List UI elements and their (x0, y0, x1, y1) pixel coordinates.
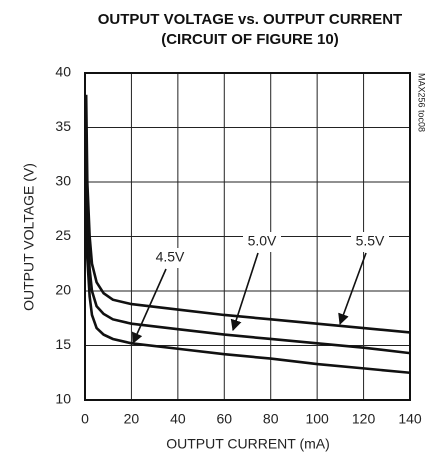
line-series (85, 203, 410, 375)
y-tick-label: 10 (55, 391, 71, 407)
x-tick-label: 120 (352, 411, 376, 427)
x-tick-label: 40 (170, 411, 186, 427)
callout-arrow (131, 268, 167, 345)
plot-frame (84, 72, 411, 401)
x-tick-label: 140 (398, 411, 422, 427)
callout-arrow (338, 252, 367, 326)
chart-title: (CIRCUIT OF FIGURE 10) (161, 31, 339, 48)
y-tick-label: 35 (55, 118, 71, 134)
label-bg (151, 248, 189, 268)
label-bg (243, 232, 281, 252)
y-tick-label: 30 (55, 173, 71, 189)
y-tick-label: 20 (55, 282, 71, 298)
line-series (85, 94, 410, 334)
y-axis-label: OUTPUT VOLTAGE (V) (21, 163, 37, 311)
x-axis-label: OUTPUT CURRENT (mA) (166, 436, 330, 452)
chart-title: OUTPUT VOLTAGE vs. OUTPUT CURRENT (98, 11, 402, 28)
x-tick-label: 80 (263, 411, 279, 427)
label-bg (351, 232, 389, 252)
series-label: 5.0V (248, 233, 277, 249)
y-tick-label: 25 (55, 227, 71, 243)
x-tick-label: 20 (124, 411, 140, 427)
series-label: 5.5V (356, 233, 385, 249)
series-label: 4.5V (156, 249, 185, 265)
y-tick-label: 40 (55, 64, 71, 80)
x-tick-label: 0 (81, 411, 89, 427)
y-tick-label: 15 (55, 336, 71, 352)
callout-arrow (230, 252, 259, 332)
x-tick-label: 60 (216, 411, 232, 427)
line-series (85, 149, 410, 355)
note: MAX256 toc08 (417, 73, 427, 132)
x-tick-label: 100 (305, 411, 329, 427)
